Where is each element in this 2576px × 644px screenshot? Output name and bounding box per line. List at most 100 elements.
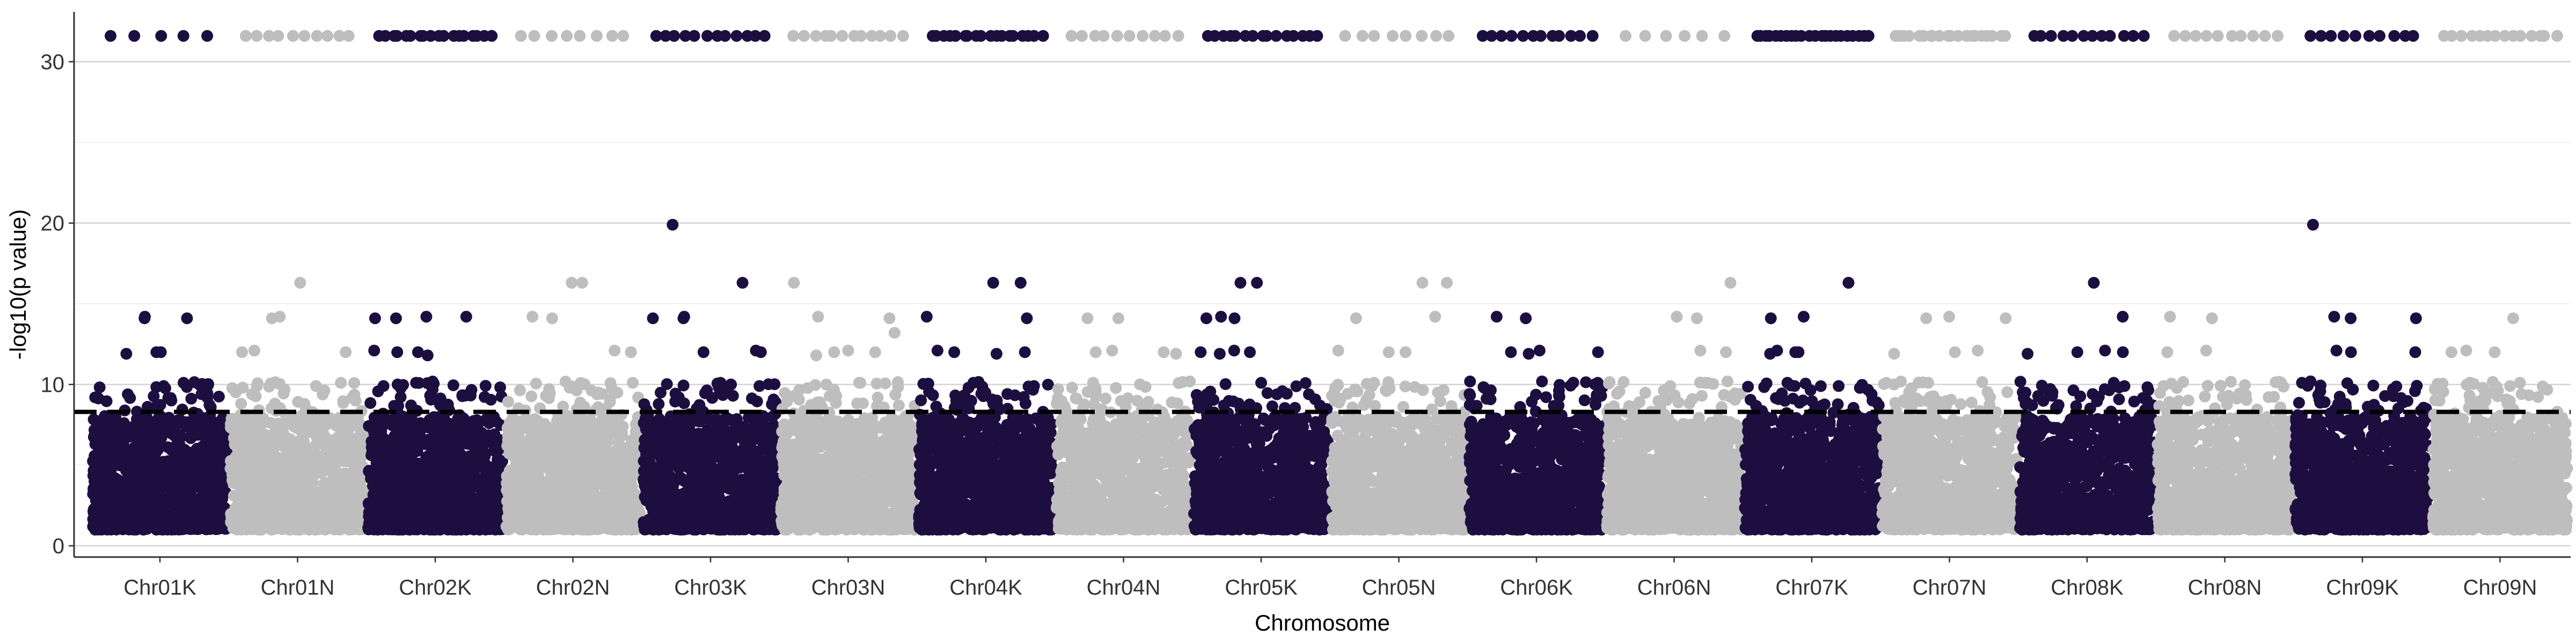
data-point [693, 494, 706, 507]
data-point [664, 509, 676, 522]
data-point [620, 466, 633, 478]
data-point [589, 419, 601, 431]
data-point [143, 475, 155, 488]
data-point [643, 419, 656, 431]
data-point [101, 501, 114, 514]
data-point-capped [239, 30, 252, 42]
data-point [430, 504, 443, 516]
data-point [423, 492, 436, 504]
data-point [234, 444, 246, 456]
data-point [362, 522, 375, 534]
data-point-capped [668, 30, 680, 42]
data-point [267, 442, 279, 455]
data-point-capped [287, 30, 299, 42]
data-point [122, 476, 134, 488]
data-point [109, 472, 121, 484]
data-point [313, 433, 326, 445]
data-point [152, 420, 165, 432]
data-point [230, 386, 242, 398]
data-point-hit [421, 349, 434, 362]
data-point [294, 523, 306, 535]
data-point [104, 488, 116, 500]
data-point [487, 492, 499, 504]
data-point [694, 430, 706, 443]
data-point [539, 481, 552, 493]
data-point-hit [546, 312, 558, 325]
data-point [640, 464, 653, 476]
data-point [578, 504, 590, 516]
data-point-capped [311, 30, 323, 42]
data-point [639, 518, 652, 530]
data-point-hit [576, 276, 588, 289]
data-point-hit [155, 346, 167, 358]
data-point [645, 500, 657, 513]
data-point-capped [155, 30, 167, 42]
data-point-hit [178, 377, 189, 389]
data-point-capped [546, 30, 558, 42]
data-point [170, 416, 182, 428]
data-point [342, 451, 354, 464]
data-point [153, 511, 165, 523]
data-point-hit [369, 312, 381, 325]
data-point [151, 400, 163, 412]
data-point [197, 383, 209, 396]
data-point-hit [755, 346, 767, 358]
data-point [463, 450, 475, 463]
data-point [236, 517, 248, 529]
data-point [277, 387, 290, 400]
data-point [685, 473, 697, 485]
data-point [125, 459, 137, 471]
data-point [371, 466, 383, 478]
data-point [558, 500, 570, 512]
data-point-hit [714, 377, 727, 389]
data-point [576, 517, 589, 530]
chromosome-points-Chr03K [638, 30, 784, 536]
data-point-capped [201, 30, 214, 42]
data-point [705, 513, 717, 525]
data-point [528, 440, 540, 452]
data-point [213, 391, 225, 402]
data-point [246, 435, 259, 447]
data-point [601, 492, 613, 504]
data-point-capped [730, 30, 743, 42]
data-point [202, 430, 214, 443]
data-point [655, 386, 667, 399]
data-point [567, 458, 579, 470]
data-point [206, 487, 218, 500]
data-point [574, 397, 587, 409]
data-point [755, 434, 767, 446]
data-point [719, 441, 731, 453]
data-point [401, 496, 413, 509]
data-point [455, 501, 467, 513]
data-point [260, 480, 272, 492]
data-point [715, 522, 727, 534]
data-point [561, 485, 573, 497]
data-point [119, 515, 131, 528]
data-point [756, 455, 768, 467]
data-point [245, 494, 258, 507]
data-point [202, 519, 214, 531]
data-point-capped [701, 30, 713, 42]
data-point [766, 398, 778, 411]
data-point [766, 434, 779, 446]
data-point [479, 379, 492, 392]
data-point [126, 422, 138, 435]
data-point [367, 488, 379, 501]
data-point [279, 521, 291, 532]
data-point [412, 503, 424, 516]
data-point [619, 486, 631, 498]
data-point-capped [298, 30, 311, 42]
data-point-capped [574, 30, 586, 42]
data-point-hit [410, 377, 422, 389]
data-point [503, 416, 516, 429]
data-point [763, 486, 775, 498]
data-point-hit [269, 377, 282, 389]
data-point [639, 490, 652, 502]
data-point [90, 455, 103, 467]
data-point [324, 465, 336, 477]
data-point [192, 518, 204, 530]
data-point [667, 453, 679, 465]
data-point-hit [667, 218, 679, 231]
data-point-capped [561, 30, 573, 42]
